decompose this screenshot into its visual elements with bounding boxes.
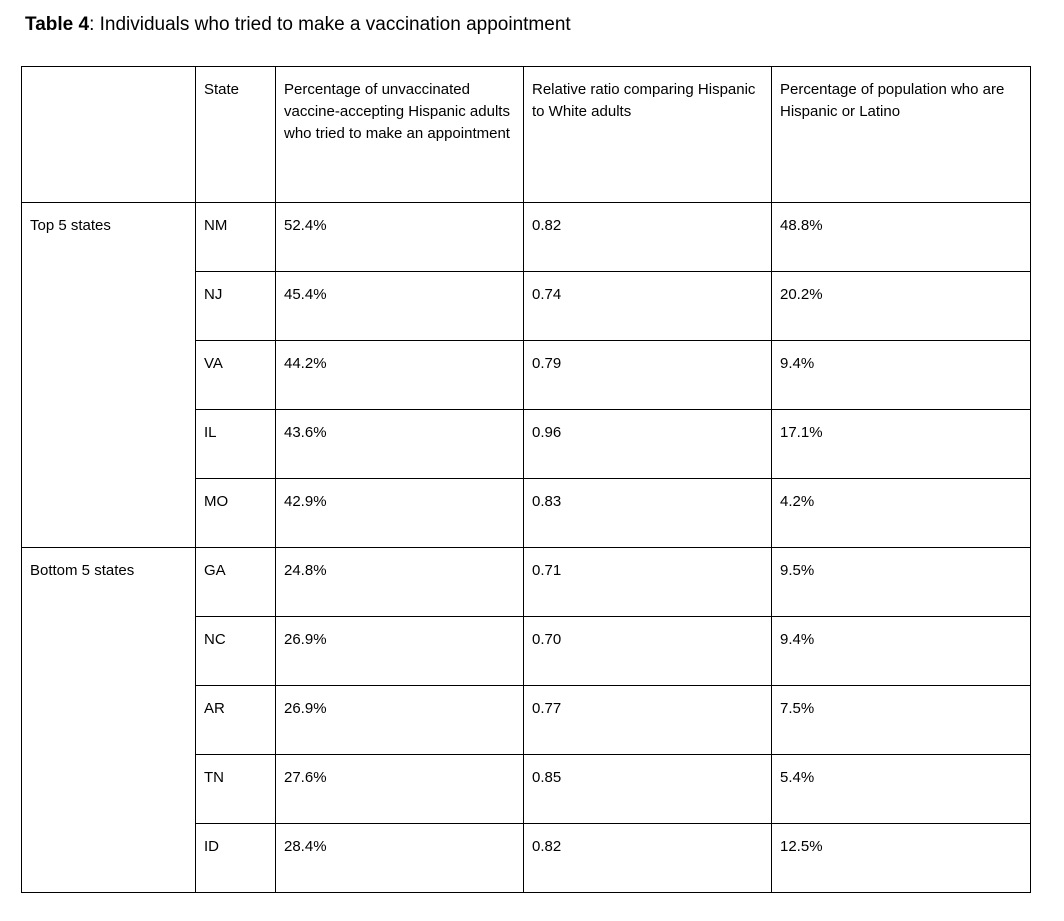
header-group-cell xyxy=(21,66,196,203)
table-row: IL 43.6% 0.96 17.1% xyxy=(22,409,1031,479)
header-ratio-cell: Relative ratio comparing Hispanic to Whi… xyxy=(523,66,772,203)
table-row: Top 5 states NM 52.4% 0.82 48.8% xyxy=(21,202,1031,548)
tried-pct-cell: 52.4% xyxy=(275,202,524,272)
table-row: VA 44.2% 0.79 9.4% xyxy=(22,340,1031,410)
vaccination-appointment-table: State Percentage of unvaccinated vaccine… xyxy=(21,66,1031,893)
table-row: ID 28.4% 0.82 12.5% xyxy=(22,823,1031,893)
ratio-cell: 0.82 xyxy=(523,202,772,272)
table-row: NC 26.9% 0.70 9.4% xyxy=(22,616,1031,686)
population-pct-cell: 48.8% xyxy=(771,202,1031,272)
table-header-row: State Percentage of unvaccinated vaccine… xyxy=(21,66,1031,203)
population-pct-cell: 9.5% xyxy=(771,547,1031,617)
state-cell: ID xyxy=(195,823,276,893)
population-pct-cell: 20.2% xyxy=(771,271,1031,341)
ratio-cell: 0.79 xyxy=(523,340,772,410)
state-cell: GA xyxy=(195,547,276,617)
population-pct-cell: 9.4% xyxy=(771,616,1031,686)
ratio-cell: 0.83 xyxy=(523,478,772,548)
table-caption-label: Table 4 xyxy=(25,14,90,35)
state-cell: NM xyxy=(195,202,276,272)
tried-pct-cell: 44.2% xyxy=(275,340,524,410)
table-row: MO 42.9% 0.83 4.2% xyxy=(22,478,1031,548)
ratio-cell: 0.71 xyxy=(523,547,772,617)
table-row: Bottom 5 states GA 24.8% 0.71 9.5% xyxy=(21,547,1031,893)
table-caption-text: : Individuals who tried to make a vaccin… xyxy=(89,14,571,35)
population-pct-cell: 4.2% xyxy=(771,478,1031,548)
header-state-cell: State xyxy=(195,66,276,203)
state-cell: NC xyxy=(195,616,276,686)
state-cell: NJ xyxy=(195,271,276,341)
group-label-cell: Bottom 5 states xyxy=(21,547,196,893)
header-population-pct-cell: Percentage of population who are Hispani… xyxy=(771,66,1031,203)
ratio-cell: 0.77 xyxy=(523,685,772,755)
ratio-cell: 0.70 xyxy=(523,616,772,686)
ratio-cell: 0.96 xyxy=(523,409,772,479)
group-label-cell: Top 5 states xyxy=(21,202,196,548)
population-pct-cell: 5.4% xyxy=(771,754,1031,824)
table-row: AR 26.9% 0.77 7.5% xyxy=(22,685,1031,755)
ratio-cell: 0.74 xyxy=(523,271,772,341)
state-cell: AR xyxy=(195,685,276,755)
tried-pct-cell: 27.6% xyxy=(275,754,524,824)
tried-pct-cell: 26.9% xyxy=(275,616,524,686)
population-pct-cell: 12.5% xyxy=(771,823,1031,893)
document-page: Table 4: Individuals who tried to make a… xyxy=(21,13,1064,893)
state-cell: MO xyxy=(195,478,276,548)
tried-pct-cell: 26.9% xyxy=(275,685,524,755)
population-pct-cell: 17.1% xyxy=(771,409,1031,479)
tried-pct-cell: 45.4% xyxy=(275,271,524,341)
tried-pct-cell: 43.6% xyxy=(275,409,524,479)
header-tried-pct-cell: Percentage of unvaccinated vaccine-accep… xyxy=(275,66,524,203)
ratio-cell: 0.82 xyxy=(523,823,772,893)
state-cell: IL xyxy=(195,409,276,479)
tried-pct-cell: 24.8% xyxy=(275,547,524,617)
state-cell: TN xyxy=(195,754,276,824)
table-row: TN 27.6% 0.85 5.4% xyxy=(22,754,1031,824)
table-row: NJ 45.4% 0.74 20.2% xyxy=(22,271,1031,341)
ratio-cell: 0.85 xyxy=(523,754,772,824)
population-pct-cell: 9.4% xyxy=(771,340,1031,410)
state-cell: VA xyxy=(195,340,276,410)
tried-pct-cell: 28.4% xyxy=(275,823,524,893)
population-pct-cell: 7.5% xyxy=(771,685,1031,755)
tried-pct-cell: 42.9% xyxy=(275,478,524,548)
table-caption: Table 4: Individuals who tried to make a… xyxy=(25,13,1064,37)
